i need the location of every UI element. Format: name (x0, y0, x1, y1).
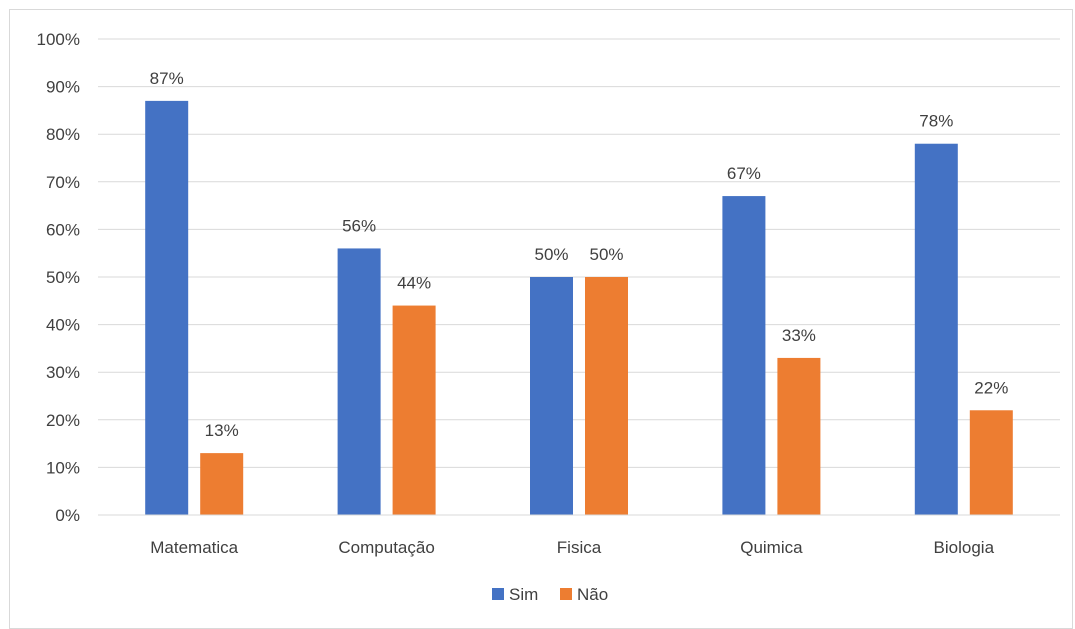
bar-n-o (585, 277, 628, 515)
data-label: 22% (974, 378, 1008, 397)
data-label: 50% (534, 245, 568, 264)
x-tick-label: Matematica (150, 538, 238, 557)
y-tick-label: 20% (46, 411, 80, 430)
y-tick-label: 10% (46, 458, 80, 477)
legend-swatch (560, 588, 572, 600)
data-label: 50% (589, 245, 623, 264)
y-tick-label: 100% (37, 30, 80, 49)
data-label: 67% (727, 164, 761, 183)
bar-sim (722, 196, 766, 515)
legend-label: Não (577, 585, 608, 604)
y-tick-label: 70% (46, 173, 80, 192)
data-label: 87% (150, 69, 184, 88)
bar-sim (337, 248, 381, 515)
data-label: 13% (205, 421, 239, 440)
bar-sim (914, 143, 958, 515)
data-label: 56% (342, 216, 376, 235)
y-tick-label: 60% (46, 220, 80, 239)
data-label: 33% (782, 326, 816, 345)
y-tick-label: 50% (46, 268, 80, 287)
y-tick-label: 30% (46, 363, 80, 382)
legend-label: Sim (509, 585, 538, 604)
bar-n-o (969, 410, 1013, 515)
y-tick-label: 0% (55, 506, 80, 525)
y-tick-label: 40% (46, 316, 80, 335)
bar-n-o (200, 453, 244, 515)
data-label: 44% (397, 274, 431, 293)
x-tick-label: Quimica (740, 538, 803, 557)
bar-sim (530, 277, 573, 515)
y-tick-label: 80% (46, 125, 80, 144)
bar-n-o (392, 305, 436, 515)
x-tick-label: Fisica (557, 538, 602, 557)
bar-sim (145, 100, 189, 515)
x-tick-label: Computação (338, 538, 434, 557)
legend-swatch (492, 588, 504, 600)
bar-n-o (777, 357, 821, 515)
x-tick-label: Biologia (934, 538, 995, 557)
data-label: 78% (919, 112, 953, 131)
y-tick-label: 90% (46, 78, 80, 97)
